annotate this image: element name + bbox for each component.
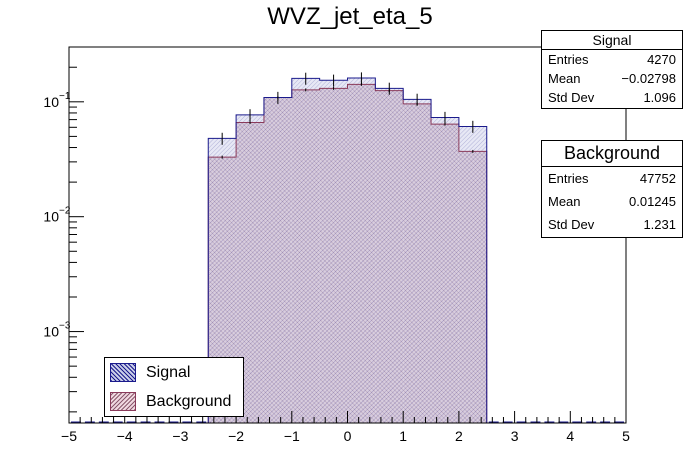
x-tick-label: −3: [172, 428, 188, 444]
chart-title: WVZ_jet_eta_5: [267, 3, 432, 30]
signal-std-row: Std Dev 1.096: [542, 88, 682, 107]
y-tick-exponent: −3: [59, 321, 71, 332]
x-tick-label: 5: [622, 428, 630, 444]
background-mean-label: Mean: [548, 194, 581, 209]
legend-swatch-background: [110, 392, 136, 411]
signal-std-value: 1.096: [643, 90, 676, 105]
signal-entries-value: 4270: [647, 52, 676, 67]
background-entries-row: Entries 47752: [542, 167, 682, 190]
x-tick-label: 3: [511, 428, 519, 444]
x-tick-label: 1: [399, 428, 407, 444]
legend-entry-signal: Signal: [105, 358, 243, 387]
legend-label-signal: Signal: [146, 363, 191, 381]
bar-signal: [291, 78, 320, 424]
x-tick-label: −5: [61, 428, 77, 444]
background-entries-label: Entries: [548, 171, 589, 186]
signal-stats-box: Signal Entries 4270 Mean −0.02798 Std De…: [541, 30, 683, 109]
bar-signal: [263, 97, 292, 423]
x-tick-label: 0: [344, 428, 352, 444]
y-tick-label: 10: [43, 209, 59, 225]
bar-signal: [347, 78, 376, 424]
legend-label-background: Background: [146, 392, 232, 410]
bar-signal: [431, 117, 459, 424]
signal-entries-label: Entries: [548, 52, 589, 67]
background-std-label: Std Dev: [548, 217, 595, 232]
signal-mean-row: Mean −0.02798: [542, 69, 682, 88]
background-std-value: 1.231: [643, 217, 676, 232]
bar-signal: [458, 126, 487, 423]
background-entries-value: 47752: [639, 171, 676, 186]
signal-stats-title: Signal: [542, 31, 682, 50]
y-tick-exponent: −2: [59, 206, 71, 217]
bar-signal: [319, 80, 348, 423]
bar-signal: [403, 99, 432, 423]
y-tick-label: 10: [43, 324, 59, 340]
x-tick-label: 4: [566, 428, 574, 444]
legend: Signal Background: [104, 357, 244, 417]
bar-signal: [375, 88, 404, 424]
legend-entry-background: Background: [105, 387, 243, 416]
signal-std-label: Std Dev: [548, 90, 595, 105]
background-mean-value: 0.01245: [629, 194, 676, 209]
x-tick-label: −4: [117, 428, 133, 444]
background-stats-box: Background Entries 47752 Mean 0.01245 St…: [541, 140, 683, 238]
x-tick-label: −2: [228, 428, 244, 444]
background-mean-row: Mean 0.01245: [542, 190, 682, 213]
y-tick-exponent: −1: [59, 91, 71, 102]
y-tick-label: 10: [43, 94, 59, 110]
signal-entries-row: Entries 4270: [542, 50, 682, 69]
x-tick-label: −1: [284, 428, 300, 444]
signal-mean-value: −0.02798: [621, 71, 676, 86]
background-std-row: Std Dev 1.231: [542, 213, 682, 236]
legend-swatch-signal: [110, 363, 136, 382]
background-stats-title: Background: [542, 141, 682, 167]
x-tick-label: 2: [455, 428, 463, 444]
signal-mean-label: Mean: [548, 71, 581, 86]
